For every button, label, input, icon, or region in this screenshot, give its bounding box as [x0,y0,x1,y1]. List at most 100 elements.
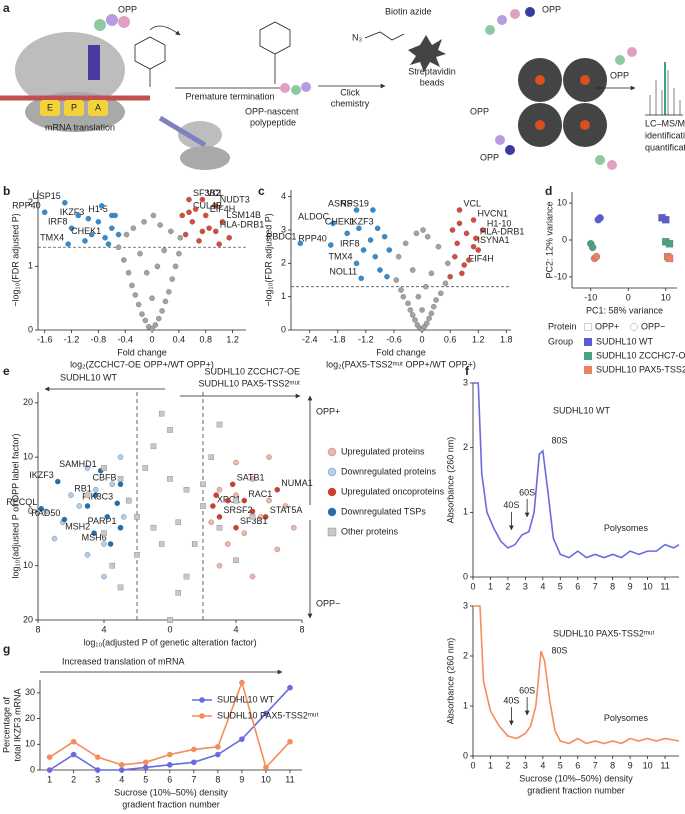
x-axis-label: log₂(PAX5-TSS2ᵐᵘᵗ OPP+/WT OPP+) [326,359,476,369]
point [456,220,463,227]
point [82,238,88,244]
x-tick-label: -2.4 [302,334,318,344]
side-label: OPP+ [316,406,340,416]
x-tick-label: -1.2 [64,334,80,344]
point [158,410,165,417]
legend-label: SUDHL10 PAX5-TSS2ᵐᵘᵗ [217,710,318,720]
point-label: NUMA1 [281,478,313,488]
point-label: RB1 [74,484,92,494]
panel-label: g [3,642,10,656]
x-tick-label: 9 [628,760,633,770]
label: OPP-nascent [245,106,299,116]
point [121,514,127,520]
point [101,541,107,547]
y-tick-label: 3 [463,600,468,610]
panel-label: e [3,364,10,378]
point-label: IKZF3 [60,207,85,217]
point [594,216,602,224]
point [118,767,125,773]
x-tick-label: -0.8 [91,334,107,344]
point [115,244,122,251]
point [353,207,360,213]
point [70,751,77,758]
label: quantification [645,142,685,152]
point-label: HLA-DRB1 [220,220,265,230]
y-axis-label: log₁₀(adjusted P of OPP label factor) [10,433,20,578]
point [129,282,135,289]
y-tick-label: 1 [28,261,33,271]
point [112,212,118,219]
legend-label: SUDHL10 ZCCHC7-OE [596,350,685,360]
point [216,514,223,520]
legend-marker [327,527,337,537]
legend-marker [327,447,337,457]
point [38,505,45,512]
point [463,230,470,237]
point [219,219,226,225]
point [266,497,272,504]
label: Premature termination [185,91,274,101]
point [356,225,362,232]
x-tick-label: -0.4 [117,334,133,344]
point [137,250,143,257]
point [424,233,431,240]
point-label: ASNS [328,198,353,208]
point-label: HLA-DRB1 [480,227,525,237]
point [287,738,293,745]
y-tick-label: 0 [463,750,468,760]
point [149,325,155,332]
legend-marker [584,323,592,331]
label: Biotin azide [385,6,432,16]
point [447,273,453,280]
point [249,508,256,515]
legend-marker [327,487,337,497]
legend-title: Protein [548,321,577,331]
point [480,227,486,233]
legend-title: Group [548,336,573,346]
point [239,736,245,742]
point [104,514,111,520]
label: chemistry [331,98,370,108]
point [117,481,124,488]
point [456,207,463,213]
point [442,280,449,287]
point [142,764,149,771]
point [297,240,304,247]
point [46,767,53,773]
x-tick-label: 1 [47,774,52,784]
point-label: STAT5A [270,505,303,515]
chart-title: SUDHL10 PAX5-TSS2ᵐᵘᵗ [553,628,654,638]
point [353,260,360,267]
point [125,269,132,276]
x-axis-label: log₂(ZCCHC7-OE OPP+/WT OPP+) [70,359,214,369]
point [94,767,101,773]
x-tick-label: 4 [233,624,238,634]
site-a [88,100,108,116]
point-label: HVCN1 [478,208,509,218]
x-tick-label: 5 [143,774,148,784]
point-label: CHEK1 [325,217,355,227]
point [282,503,289,509]
point [263,710,269,717]
header-label: SUDHL10 PAX5-TSS2ᵐᵘᵗ [199,378,300,388]
legend-label: SUDHL10 WT [217,694,275,704]
header-label: SUDHL10 ZCCHC7-OE [204,366,300,376]
x-axis-label: Fold change [376,347,426,357]
x-tick-label: 0 [420,334,425,344]
x-tick-label: 5 [558,581,563,591]
point [117,454,124,460]
point [150,524,157,531]
point [191,541,198,547]
y-tick-label: 0 [28,324,33,334]
point [88,231,95,238]
point-label: H1-10 [487,218,512,228]
point-label: PBDC1 [266,232,296,242]
point [213,492,219,498]
point-label: TMX4 [329,252,353,262]
legend-marker [199,713,205,719]
point-label: SAMHD1 [59,459,97,469]
legend-marker [327,467,337,477]
point [266,454,272,460]
x-tick-label: 0 [150,334,155,344]
